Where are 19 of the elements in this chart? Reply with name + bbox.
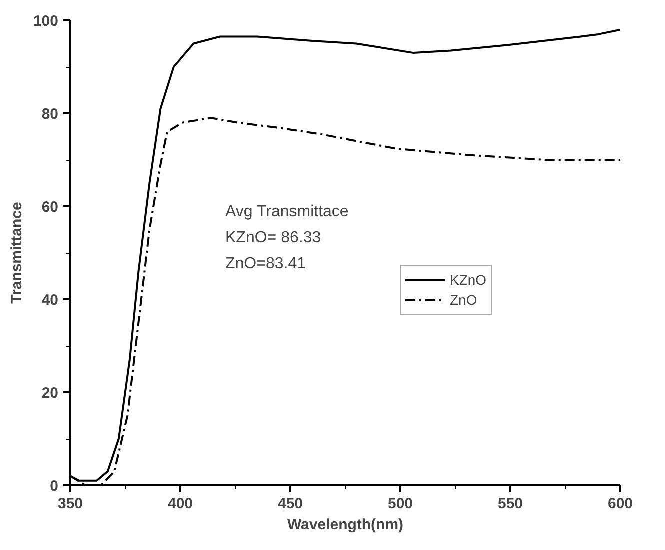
annotation: ZnO=83.41 — [226, 256, 306, 272]
x-axis-title: Wavelength(nm) — [287, 516, 404, 534]
y-tick-label: 0 — [50, 478, 58, 495]
y-tick-label: 20 — [42, 385, 59, 402]
legend-label: ZnO — [450, 292, 478, 308]
y-axis-title: Transmittance — [8, 202, 26, 304]
legend-label: KZnO — [450, 272, 487, 288]
y-tick-label: 60 — [42, 199, 59, 216]
annotation: KZnO= 86.33 — [226, 230, 322, 246]
annotation: Avg Transmittace — [226, 204, 349, 220]
x-tick-label: 400 — [168, 496, 194, 512]
x-tick-label: 500 — [388, 496, 414, 512]
x-tick-label: 450 — [278, 496, 304, 512]
y-tick-label: 40 — [42, 292, 59, 309]
y-tick-label: 80 — [42, 106, 59, 123]
x-tick-label: 350 — [58, 496, 84, 512]
x-tick-label: 550 — [498, 496, 524, 512]
y-tick-label: 100 — [33, 13, 59, 30]
x-tick-label: 600 — [608, 496, 634, 512]
